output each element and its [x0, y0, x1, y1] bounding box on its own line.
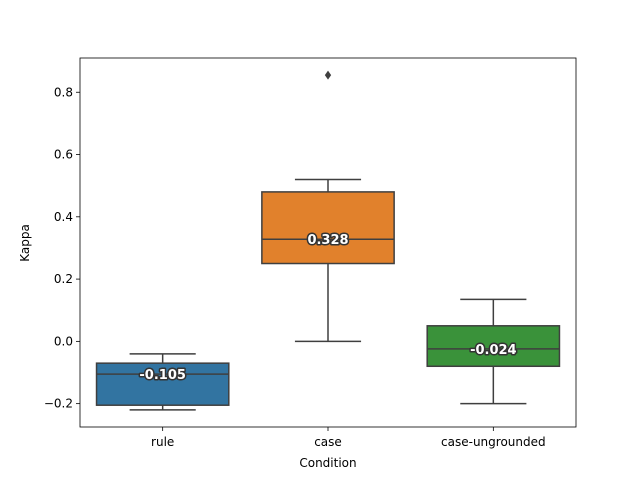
y-tick-label: 0.6: [54, 148, 73, 162]
x-tick-label-case: case: [314, 435, 342, 449]
x-tick-label-rule: rule: [151, 435, 174, 449]
x-tick-label-case-ungrounded: case-ungrounded: [441, 435, 546, 449]
y-tick-label: 0.0: [54, 334, 73, 348]
box-rule: [95, 362, 230, 406]
median-value-label-rule: -0.105: [139, 368, 186, 383]
y-tick-label: 0.4: [54, 210, 73, 224]
plot-frame: [79, 57, 577, 428]
plot-area: -0.105 0.328 -0.024: [95, 70, 561, 411]
y-tick-label: −0.2: [44, 397, 73, 411]
median-value-label-case-ungrounded: -0.024: [470, 343, 517, 358]
box-case-ungrounded: [426, 325, 561, 368]
axes: rule case case-ungrounded −0.2 0.0 0.2 0.4 0.6 0…: [44, 57, 577, 449]
y-tick-label: 0.8: [54, 85, 73, 99]
box-case: [261, 191, 395, 265]
y-axis-label: Kappa: [18, 224, 32, 262]
median-value-label-case: 0.328: [307, 233, 348, 248]
x-axis-label: Condition: [299, 456, 356, 470]
y-tick-label: 0.2: [54, 272, 73, 286]
outlier-point-case: [324, 70, 332, 80]
